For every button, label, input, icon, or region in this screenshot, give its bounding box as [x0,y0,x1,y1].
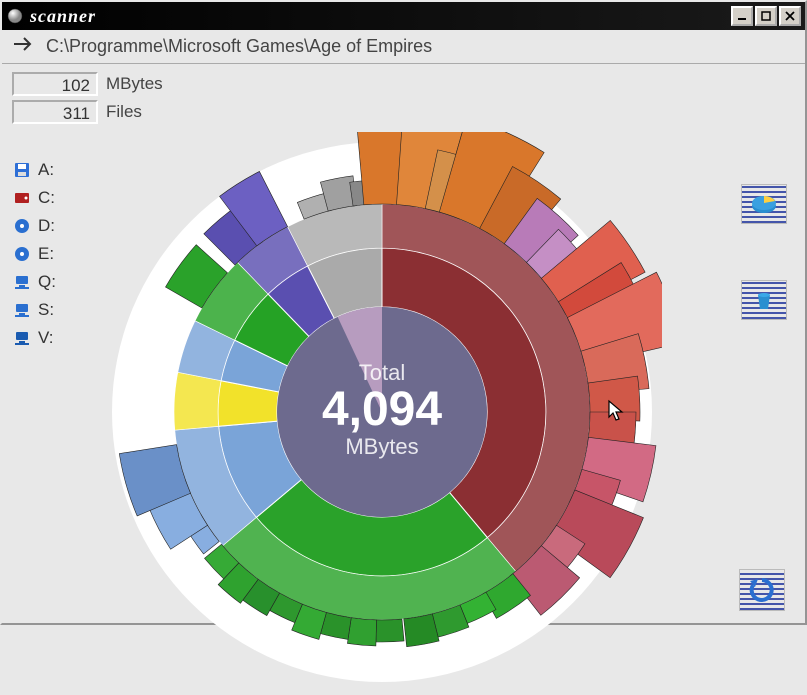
size-unit: MBytes [106,74,163,94]
drive-label: S: [38,300,54,320]
body: 102 MBytes 311 Files A:C:D:E:Q:S:V: Tota… [2,64,805,623]
stat-files: 311 Files [12,100,182,124]
floppy-icon [12,160,32,180]
app-window: scanner C:\Programme\Microsoft Games\Age… [0,0,807,625]
hdd-icon [12,188,32,208]
app-title: scanner [30,6,731,27]
stat-size: 102 MBytes [12,72,182,96]
sunburst-chart[interactable]: Total 4,094 MBytes [102,132,662,692]
drive-label: Q: [38,272,56,292]
net-icon [12,328,32,348]
drive-label: E: [38,244,54,264]
drive-label: V: [38,328,53,348]
path-bar: C:\Programme\Microsoft Games\Age of Empi… [2,30,805,64]
net-icon [12,300,32,320]
maximize-button[interactable] [755,6,777,26]
app-icon [6,7,24,25]
titlebar: scanner [2,2,805,30]
drive-label: C: [38,188,55,208]
cd-icon [12,244,32,264]
up-button[interactable] [8,36,38,57]
drive-label: D: [38,216,55,236]
close-button[interactable] [779,6,801,26]
size-value: 102 [12,72,98,96]
files-value: 311 [12,100,98,124]
toolbar [737,184,791,320]
cd-icon [12,216,32,236]
path-text: C:\Programme\Microsoft Games\Age of Empi… [46,36,432,57]
minimize-button[interactable] [731,6,753,26]
drive-label: A: [38,160,54,180]
pie-view-button[interactable] [741,184,787,224]
trash-button[interactable] [741,280,787,320]
net-icon [12,272,32,292]
files-unit: Files [106,102,142,122]
refresh-button[interactable] [739,569,785,611]
